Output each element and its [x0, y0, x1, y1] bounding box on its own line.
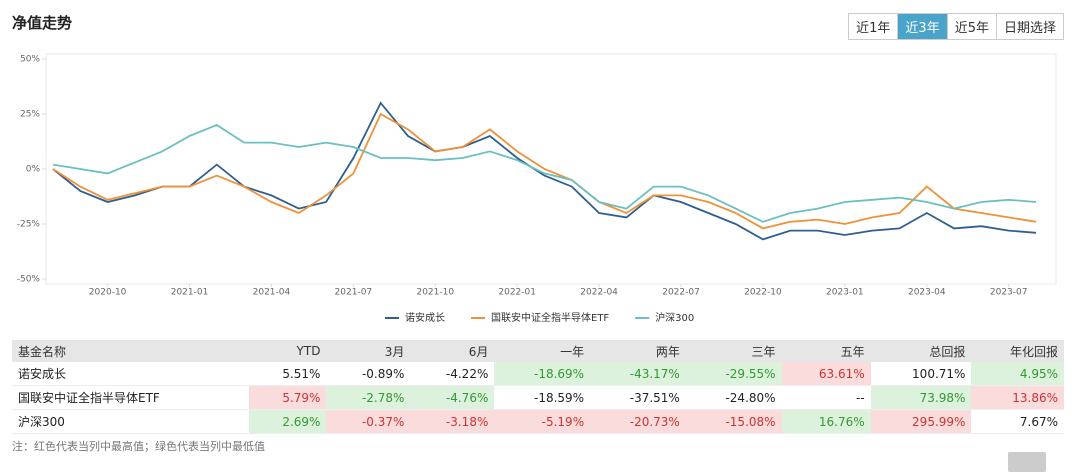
column-header: 三年: [685, 340, 782, 362]
range-buttons: 近1年 近3年 近5年 日期选择: [848, 13, 1064, 40]
table-cell: -3.18%: [410, 409, 495, 434]
legend-label: 诺安成长: [405, 311, 445, 324]
chart: 50% 25% 0% -25% -50% 2020-10 2021-01 2021-04 202…: [17, 53, 1057, 324]
fund-name: 国联安中证全指半导体ETF: [12, 385, 250, 410]
table-cell: -5.19%: [494, 409, 591, 434]
note: 注：红色代表当列中最高值；绿色代表当列中最低值: [12, 440, 265, 453]
table-cell: -43.17%: [590, 362, 686, 386]
table-row: 沪深300 2.69% -0.37% -3.18% -5.19% -20.73% -15.0…: [12, 409, 1064, 434]
x-tick-label: 2021-10: [416, 288, 454, 298]
range-button[interactable]: 近1年: [856, 21, 891, 36]
column-header: YTD: [249, 340, 327, 362]
table-cell: -4.76%: [410, 385, 495, 410]
y-tick-label: -25%: [17, 220, 41, 230]
table-cell: -37.51%: [590, 385, 686, 410]
table-cell: -20.73%: [590, 409, 686, 434]
range-button[interactable]: 日期选择: [995, 14, 1063, 39]
y-tick-label: 0%: [26, 165, 41, 175]
x-tick-label: 2022-01: [498, 288, 536, 298]
x-tick-label: 2023-01: [826, 288, 864, 298]
column-header: 基金名称: [12, 340, 250, 362]
x-tick-label: 2022-07: [662, 288, 700, 298]
table-cell: 16.76%: [781, 409, 871, 434]
y-tick-label: -50%: [17, 275, 41, 285]
fund-name: 诺安成长: [12, 362, 250, 386]
x-tick-label: 2020-10: [89, 288, 127, 298]
table-row: 诺安成长 5.51% -0.89% -4.22% -18.69% -43.17% -29.5…: [12, 362, 1064, 386]
table-cell: -24.80%: [685, 385, 782, 410]
table-cell: -0.37%: [326, 409, 411, 434]
x-tick-label: 2021-07: [335, 288, 373, 298]
table-cell: -15.08%: [685, 409, 782, 434]
x-tick-label: 2021-04: [253, 288, 291, 298]
range-button[interactable]: 近3年: [897, 14, 947, 39]
table-cell: -18.59%: [494, 385, 591, 410]
table-cell: 5.51%: [249, 362, 327, 386]
header-row: 基金名称 YTD 3月 6月 一年 两年 三年 五年 总回报 年化回报: [12, 340, 1064, 362]
table-row: 国联安中证全指半导体ETF 5.79% -2.78% -4.76% -18.59% -37…: [12, 385, 1064, 410]
column-header: 3月: [326, 340, 411, 362]
x-tick-label: 2021-01: [171, 288, 209, 298]
table-cell: -4.22%: [410, 362, 495, 386]
table-body: 诺安成长 5.51% -0.89% -4.22% -18.69% -43.17% -29.5…: [12, 362, 1064, 434]
x-tick-label: 2023-07: [990, 288, 1028, 298]
series-line: [52, 123, 1037, 223]
table-cell: 63.61%: [781, 362, 871, 386]
table-cell: 7.67%: [971, 409, 1064, 434]
column-header: 一年: [494, 340, 591, 362]
column-header: 两年: [590, 340, 686, 362]
y-tick-label: 25%: [20, 110, 40, 120]
table-cell: -2.78%: [326, 385, 411, 410]
column-header: 年化回报: [971, 340, 1064, 362]
plot-frame: [45, 53, 1057, 285]
table-cell: 4.95%: [971, 362, 1064, 386]
table-cell: -29.55%: [685, 362, 782, 386]
table-cell: 295.99%: [870, 409, 972, 434]
table-cell: 13.86%: [971, 385, 1064, 410]
x-tick-label: 2022-10: [744, 288, 782, 298]
legend-label: 沪深300: [655, 311, 694, 324]
series-line: [52, 101, 1037, 241]
legend-label: 国联安中证全指半导体ETF: [491, 311, 609, 324]
series-line: [52, 112, 1037, 230]
x-tick-label: 2022-04: [580, 288, 618, 298]
table-cell: 100.71%: [870, 362, 972, 386]
range-button[interactable]: 近5年: [946, 14, 996, 39]
table-cell: 73.98%: [870, 385, 972, 410]
returns-table: 基金名称 YTD 3月 6月 一年 两年 三年 五年 总回报 年化回报 诺安成长 5.51% -0.89…: [12, 340, 1064, 434]
table-cell: 5.79%: [249, 385, 327, 410]
column-header: 五年: [781, 340, 871, 362]
table-cell: -0.89%: [326, 362, 411, 386]
table-cell: -18.69%: [494, 362, 591, 386]
y-tick-label: 50%: [20, 55, 40, 65]
column-header: 6月: [410, 340, 495, 362]
table-cell: 2.69%: [249, 409, 327, 434]
section-title: 净值走势: [12, 14, 73, 32]
column-header: 总回报: [870, 340, 972, 362]
fund-name: 沪深300: [12, 409, 250, 434]
table-cell: --: [781, 385, 871, 410]
x-tick-label: 2023-04: [908, 288, 946, 298]
download-button[interactable]: [1008, 452, 1046, 472]
